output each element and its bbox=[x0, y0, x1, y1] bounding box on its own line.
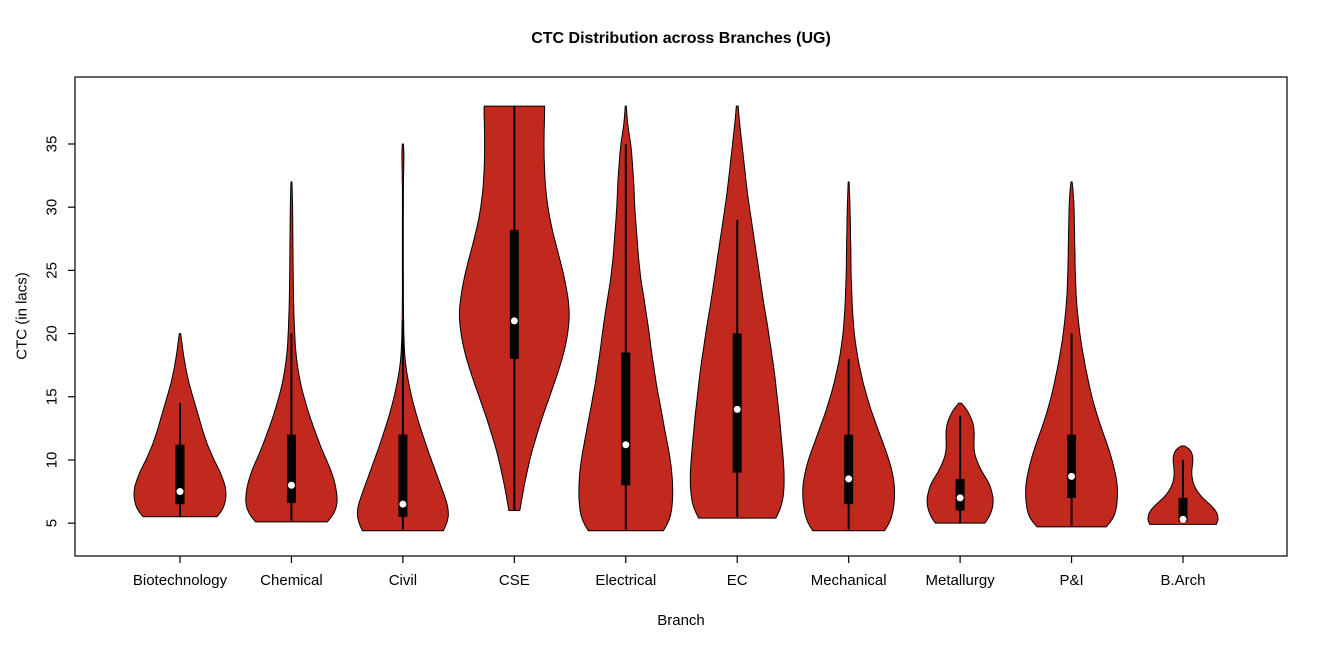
x-tick-label: CSE bbox=[499, 572, 530, 589]
x-axis-label: Branch bbox=[657, 612, 705, 629]
y-axis-label: CTC (in lacs) bbox=[13, 272, 31, 360]
iqr-box bbox=[1178, 497, 1188, 522]
median-dot bbox=[399, 500, 407, 508]
x-tick-label: Biotechnology bbox=[133, 572, 228, 589]
y-tick-label: 30 bbox=[44, 199, 61, 216]
y-tick-label: 25 bbox=[44, 262, 61, 279]
iqr-box bbox=[286, 434, 296, 503]
iqr-box bbox=[621, 352, 631, 486]
x-tick-label: B.Arch bbox=[1160, 572, 1205, 589]
y-tick-label: 5 bbox=[44, 519, 61, 527]
x-tick-label: Mechanical bbox=[811, 572, 887, 589]
iqr-box bbox=[509, 229, 519, 359]
iqr-box bbox=[175, 444, 185, 505]
iqr-box bbox=[844, 434, 854, 505]
x-tick-label: Metallurgy bbox=[926, 572, 996, 589]
y-tick-label: 35 bbox=[44, 136, 61, 153]
median-dot bbox=[956, 494, 964, 502]
x-tick-label: P&I bbox=[1059, 572, 1083, 589]
median-dot bbox=[510, 317, 518, 325]
median-dot bbox=[845, 475, 853, 483]
median-dot bbox=[622, 441, 630, 449]
x-tick-label: Electrical bbox=[595, 572, 656, 589]
x-tick-label: Chemical bbox=[260, 572, 323, 589]
chart-title: CTC Distribution across Branches (UG) bbox=[531, 30, 831, 47]
median-dot bbox=[733, 405, 741, 413]
median-dot bbox=[287, 481, 295, 489]
iqr-box bbox=[732, 333, 742, 473]
y-tick-label: 15 bbox=[44, 388, 61, 405]
y-tick-label: 20 bbox=[44, 325, 61, 342]
violin-mechanical bbox=[802, 181, 896, 532]
median-dot bbox=[1068, 472, 1076, 480]
iqr-box bbox=[398, 434, 408, 517]
median-dot bbox=[1179, 515, 1187, 523]
x-tick-label: Civil bbox=[389, 572, 417, 589]
y-tick-label: 10 bbox=[44, 452, 61, 469]
median-dot bbox=[176, 488, 184, 496]
plot-border bbox=[74, 76, 1288, 557]
iqr-box bbox=[1067, 434, 1077, 498]
x-tick-label: EC bbox=[727, 572, 748, 589]
